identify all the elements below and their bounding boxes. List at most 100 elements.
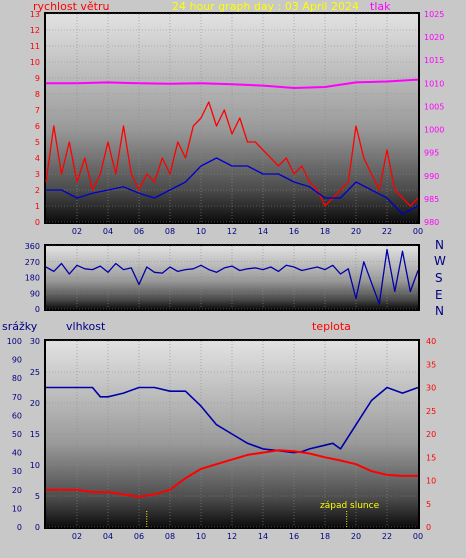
humidity-tick: 10 xyxy=(30,461,40,470)
rain-tick: 80 xyxy=(12,374,22,383)
temperature-tick: 15 xyxy=(426,453,436,462)
temp-x-tick: 08 xyxy=(165,532,175,541)
wind-speed-tick: 9 xyxy=(35,74,40,83)
compass-n-bottom: N xyxy=(435,304,444,318)
temperature-axis: 0 5 10 15 20 25 30 35 40 xyxy=(426,337,436,532)
rain-tick: 90 xyxy=(12,356,22,365)
pressure-line xyxy=(46,78,419,89)
wind-x-tick: 18 xyxy=(320,227,330,236)
rain-tick: 40 xyxy=(12,449,22,458)
pressure-tick: 1025 xyxy=(424,10,444,19)
pressure-tick: 995 xyxy=(424,149,439,158)
pressure-tick: 1005 xyxy=(424,102,444,111)
wind-x-tick: 14 xyxy=(258,227,268,236)
wind-speed-tick: 11 xyxy=(30,42,40,51)
wind-speed-label: rychlost větru xyxy=(33,0,109,13)
wind-speed-tick: 6 xyxy=(35,122,40,131)
temp-x-tick: 20 xyxy=(351,532,361,541)
wind-x-tick: 04 xyxy=(103,227,113,236)
humidity-label: vlhkost xyxy=(66,320,106,333)
direction-tick: 90 xyxy=(30,289,40,298)
humidity-axis: 0 5 10 15 20 25 30 xyxy=(30,337,40,532)
rain-tick: 20 xyxy=(12,486,22,495)
wind-speed-tick: 13 xyxy=(30,10,40,19)
wind-chart-area xyxy=(46,14,418,222)
humidity-line xyxy=(46,386,419,454)
temperature-tick: 20 xyxy=(426,430,436,439)
wind-x-tick: 06 xyxy=(134,227,144,236)
wind-x-tick: 12 xyxy=(227,227,237,236)
rain-tick: 50 xyxy=(12,430,22,439)
sunset-label: západ slunce xyxy=(320,501,380,511)
pressure-axis: 980 985 990 995 1000 1005 1010 1015 1020 1025 xyxy=(424,10,444,227)
wind-direction-line xyxy=(45,248,419,305)
temperature-tick: 35 xyxy=(426,360,436,369)
rain-tick: 10 xyxy=(12,504,22,513)
pressure-tick: 985 xyxy=(424,195,439,204)
compass-n-top: N xyxy=(435,238,444,252)
temp-x-tick: 14 xyxy=(258,532,268,541)
wind-x-tick: 02 xyxy=(72,227,82,236)
direction-chart-plot xyxy=(45,248,419,305)
rain-tick: 30 xyxy=(12,467,22,476)
temp-x-tick: 12 xyxy=(227,532,237,541)
direction-axis: 0 90 180 270 360 xyxy=(25,242,40,314)
compass-e: E xyxy=(435,288,443,302)
wind-speed-tick: 7 xyxy=(35,106,40,115)
direction-tick: 180 xyxy=(25,274,40,283)
direction-chart-grid xyxy=(46,245,418,310)
wind-chart-plot xyxy=(45,78,419,215)
direction-tick: 270 xyxy=(25,258,40,267)
temperature-tick: 30 xyxy=(426,384,436,393)
compass-labels: N W S E N xyxy=(434,238,446,318)
temp-x-tick: 18 xyxy=(320,532,330,541)
rain-tick: 70 xyxy=(12,393,22,402)
wind-x-tick: 00 xyxy=(413,227,423,236)
rain-axis: 0 10 20 30 40 50 60 70 80 90 100 xyxy=(7,337,22,532)
wind-speed-tick: 1 xyxy=(35,202,40,211)
direction-tick: 360 xyxy=(25,242,40,251)
humidity-tick: 25 xyxy=(30,368,40,377)
humidity-tick: 0 xyxy=(35,523,40,532)
temp-x-tick: 04 xyxy=(103,532,113,541)
temp-x-tick: 22 xyxy=(382,532,392,541)
temperature-tick: 0 xyxy=(426,523,431,532)
wind-speed-tick: 4 xyxy=(35,154,40,163)
temp-x-tick: 00 xyxy=(413,532,423,541)
humidity-tick: 15 xyxy=(30,430,40,439)
pressure-tick: 1000 xyxy=(424,126,444,135)
wind-x-tick: 22 xyxy=(382,227,392,236)
temp-x-tick: 02 xyxy=(72,532,82,541)
wind-average-line xyxy=(46,157,419,215)
rain-label: srážky xyxy=(2,320,38,333)
rain-tick: 0 xyxy=(17,523,22,532)
compass-s: S xyxy=(435,271,443,285)
wind-x-tick: 20 xyxy=(351,227,361,236)
chart-title: 24 hour graph day : 03 April 2024 xyxy=(172,0,359,13)
temp-x-tick: 06 xyxy=(134,532,144,541)
humidity-tick: 30 xyxy=(30,337,40,346)
humidity-tick: 20 xyxy=(30,399,40,408)
wind-speed-tick: 12 xyxy=(30,26,40,35)
pressure-tick: 1020 xyxy=(424,33,444,42)
wind-speed-line xyxy=(45,101,419,207)
pressure-tick: 1010 xyxy=(424,79,444,88)
temperature-tick: 10 xyxy=(426,477,436,486)
temperature-tick: 5 xyxy=(426,500,431,509)
wind-chart-x-axis: 02 04 06 08 10 12 14 16 18 20 22 00 xyxy=(72,227,423,236)
compass-w: W xyxy=(434,254,446,268)
temperature-tick: 25 xyxy=(426,407,436,416)
rain-tick: 60 xyxy=(12,411,22,420)
wind-speed-tick: 10 xyxy=(30,58,40,67)
wind-x-tick: 16 xyxy=(289,227,299,236)
humidity-tick: 5 xyxy=(35,492,40,501)
temp-x-tick: 16 xyxy=(289,532,299,541)
pressure-tick: 1015 xyxy=(424,56,444,65)
direction-tick: 0 xyxy=(35,305,40,314)
wind-x-tick: 10 xyxy=(196,227,206,236)
temperature-line xyxy=(46,449,418,498)
temperature-label: teplota xyxy=(312,320,351,333)
